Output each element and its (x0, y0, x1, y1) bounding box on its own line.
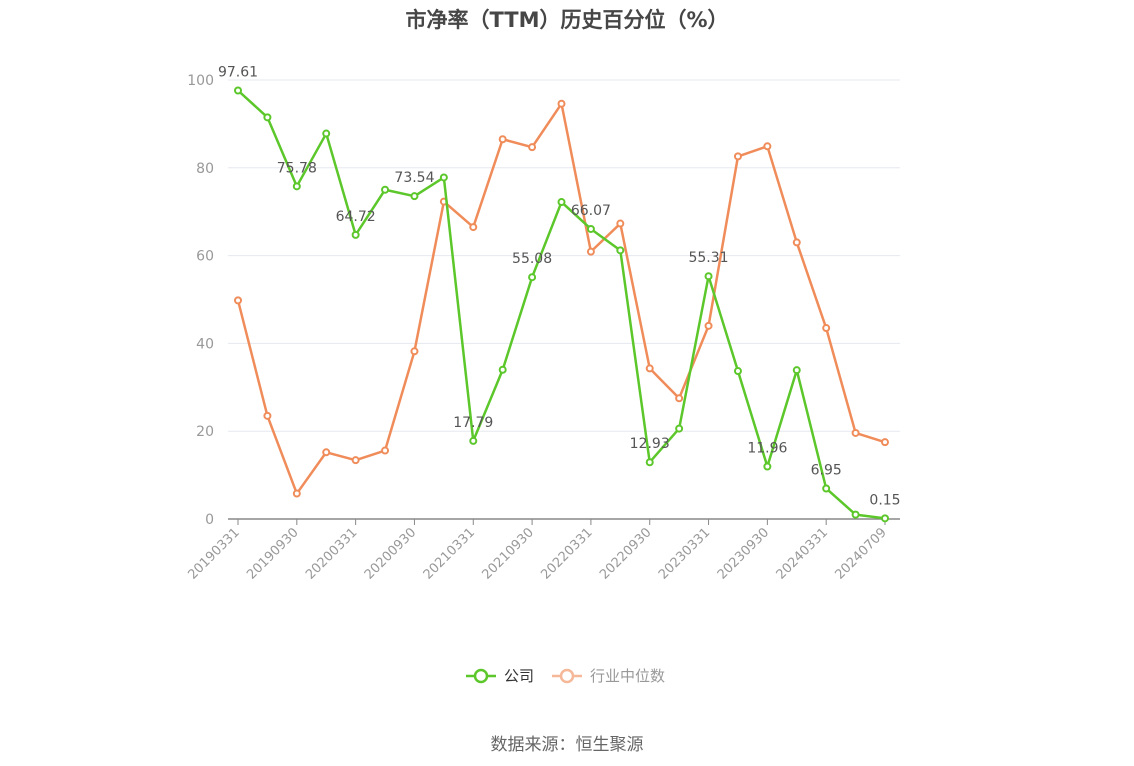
company-point[interactable] (410, 192, 419, 201)
industry-point[interactable] (292, 489, 301, 498)
x-tick-label: 20210930 (480, 525, 537, 582)
chart-title: 市净率（TTM）历史百分位（%） (405, 8, 729, 32)
company-point[interactable] (616, 246, 625, 255)
industry-point[interactable] (322, 448, 331, 457)
axes: 0 20 40 60 80 100 20190331 20190930 20200331 2020… (185, 73, 900, 583)
company-point[interactable] (675, 424, 684, 433)
company-point[interactable] (763, 462, 772, 471)
industry-point[interactable] (234, 296, 242, 305)
company-data-label: 75.78 (277, 160, 317, 176)
company-data-label: 55.31 (688, 250, 728, 266)
x-tick-label: 20230331 (656, 525, 713, 582)
series-group (234, 86, 889, 523)
industry-point[interactable] (704, 321, 713, 330)
industry-point[interactable] (351, 456, 360, 465)
company-point[interactable] (351, 230, 360, 239)
legend[interactable]: 公司 行业中位数 (466, 667, 665, 685)
company-data-label: 12.93 (630, 436, 670, 452)
company-point[interactable] (322, 129, 331, 138)
industry-point[interactable] (498, 135, 507, 144)
x-tick-label: 20220930 (597, 525, 654, 582)
x-tick-label: 20210331 (421, 525, 478, 582)
industry-point[interactable] (881, 438, 889, 447)
grid-lines (228, 79, 900, 432)
y-tick-label: 60 (196, 249, 214, 265)
industry-point[interactable] (263, 411, 272, 420)
company-data-label: 73.54 (394, 170, 434, 186)
legend-item-company[interactable]: 公司 (466, 667, 534, 685)
x-tick-label: 20190930 (244, 525, 301, 582)
y-tick-label: 0 (205, 512, 214, 528)
industry-point[interactable] (645, 364, 654, 373)
company-point[interactable] (792, 366, 801, 375)
company-point[interactable] (704, 272, 713, 281)
y-tick-label: 40 (196, 336, 214, 352)
company-point[interactable] (498, 365, 507, 374)
industry-point[interactable] (586, 247, 595, 256)
company-point[interactable] (881, 514, 889, 523)
company-data-label: 17.79 (453, 415, 493, 431)
x-tick-label: 20220331 (538, 525, 595, 582)
company-point[interactable] (292, 182, 301, 191)
industry-point[interactable] (675, 394, 684, 403)
company-point[interactable] (263, 113, 272, 122)
industry-point[interactable] (410, 347, 419, 356)
company-point[interactable] (851, 510, 860, 519)
y-tick-label: 20 (196, 424, 214, 440)
industry-point[interactable] (469, 223, 478, 232)
x-tick-label: 20200331 (303, 525, 360, 582)
company-data-label: 6.95 (811, 462, 842, 478)
industry-point[interactable] (851, 428, 860, 437)
company-data-label: 55.08 (512, 251, 552, 267)
industry-point[interactable] (528, 143, 537, 152)
x-tick-label: 20230930 (715, 525, 772, 582)
legend-label: 行业中位数 (590, 667, 665, 685)
legend-item-industry[interactable]: 行业中位数 (552, 667, 665, 685)
company-point[interactable] (822, 484, 831, 493)
x-tick-label: 20240331 (774, 525, 831, 582)
company-point[interactable] (439, 173, 448, 182)
company-data-label: 97.61 (218, 64, 258, 80)
industry-point[interactable] (557, 99, 566, 108)
company-data-label: 64.72 (336, 209, 376, 225)
y-tick-label: 100 (187, 73, 214, 89)
company-point[interactable] (733, 367, 742, 376)
source-note: 数据来源：恒生聚源 (490, 735, 644, 755)
company-point[interactable] (234, 86, 242, 95)
company-data-label: 0.15 (869, 492, 900, 508)
industry-point[interactable] (616, 219, 625, 228)
legend-marker-icon (559, 668, 575, 684)
company-point[interactable] (469, 436, 478, 445)
x-tick-label: 20190331 (185, 525, 242, 582)
company-point[interactable] (381, 185, 390, 194)
company-data-label: 11.96 (747, 440, 787, 456)
x-tick-label: 20200930 (362, 525, 419, 582)
y-tick-label: 80 (196, 161, 214, 177)
company-point[interactable] (586, 224, 595, 233)
industry-point[interactable] (822, 324, 831, 333)
legend-marker-icon (473, 668, 489, 684)
industry-point[interactable] (763, 142, 772, 151)
company-point[interactable] (528, 273, 537, 282)
company-point[interactable] (645, 458, 654, 467)
industry-point[interactable] (792, 238, 801, 247)
company-data-label: 66.07 (571, 203, 611, 219)
industry-point[interactable] (733, 152, 742, 161)
company-point[interactable] (557, 198, 566, 207)
x-tick-label: 20240709 (832, 525, 889, 582)
legend-label: 公司 (504, 667, 534, 685)
data-labels: 97.61 75.78 64.72 73.54 17.79 55.08 66.07 12.93… (218, 64, 901, 508)
industry-point[interactable] (381, 446, 390, 455)
